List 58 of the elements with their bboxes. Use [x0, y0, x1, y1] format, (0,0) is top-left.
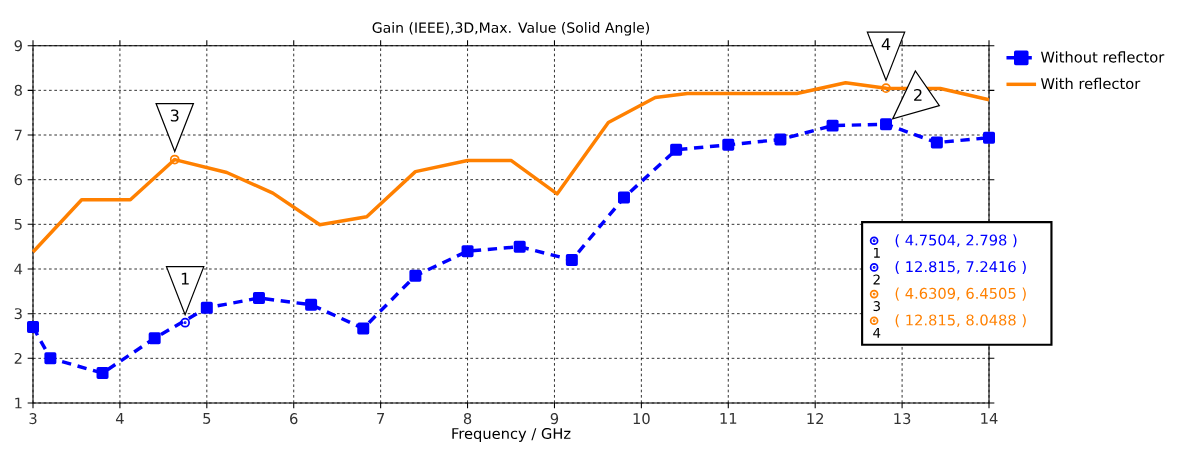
text: 4 [873, 327, 881, 338]
annotation: ( 4.7504, 2.798 ) [895, 234, 1017, 248]
point [670, 143, 683, 156]
annotation: 1 [181, 272, 189, 285]
y-tick-label: 8 [14, 84, 22, 96]
point [565, 254, 578, 267]
point [409, 269, 422, 282]
legend-label: With reflector [1040, 77, 1141, 90]
y-tick-label: 2 [14, 352, 22, 364]
annotation: 2 [914, 88, 922, 101]
y-tick-label: 7 [14, 129, 22, 141]
x-tick-label: 8 [463, 413, 472, 425]
x-tick-label: 14 [981, 413, 998, 424]
y-tick-label: 4 [14, 263, 23, 275]
x-tick-label: 13 [894, 413, 911, 425]
annotation: ( 12.815, 7.2416 ) [895, 260, 1026, 274]
point [26, 321, 40, 334]
x-tick-label: 10 [633, 413, 650, 425]
point [305, 298, 318, 311]
legend-label: Without reflector [1040, 51, 1165, 63]
point [513, 240, 526, 253]
x-tick-label: 4 [115, 413, 124, 424]
annotation: ( 4.6309, 6.4505 ) [895, 287, 1026, 301]
point [617, 191, 630, 204]
annotation: 4 [881, 38, 891, 50]
text: 3 [873, 301, 880, 312]
y-tick-label: 9 [14, 40, 22, 52]
chart-title: Gain (IEEE),3D,Max. Value (Solid Angle) [372, 22, 650, 36]
text: 1 [874, 247, 880, 258]
point [774, 133, 787, 146]
point [983, 131, 996, 144]
y-tick-label: 5 [14, 218, 22, 230]
y-tick-label: 3 [14, 308, 22, 320]
x-axis-title: Frequency / GHz [452, 427, 571, 442]
y-tick-label: 1 [15, 397, 22, 409]
x-tick-label: 9 [550, 413, 559, 425]
point [722, 138, 735, 151]
point [148, 332, 161, 345]
point [169, 154, 180, 165]
point [461, 245, 474, 258]
annotation: ( 12.815, 8.0488 ) [895, 314, 1026, 328]
text: 2 [873, 274, 880, 285]
point [826, 119, 839, 132]
point [252, 292, 265, 305]
x-tick-label: 5 [203, 413, 211, 424]
x-tick-label: 3 [29, 413, 37, 425]
point [200, 301, 213, 314]
x-tick-label: 11 [720, 413, 737, 424]
point [357, 322, 370, 335]
point [881, 83, 891, 94]
point [96, 367, 109, 380]
y-tick-label: 6 [14, 174, 23, 186]
x-tick-label: 6 [290, 413, 298, 425]
point [44, 352, 57, 365]
x-tick-label: 12 [807, 413, 824, 424]
point [930, 136, 943, 149]
x-tick-label: 7 [377, 413, 385, 424]
annotation: 3 [170, 109, 179, 122]
